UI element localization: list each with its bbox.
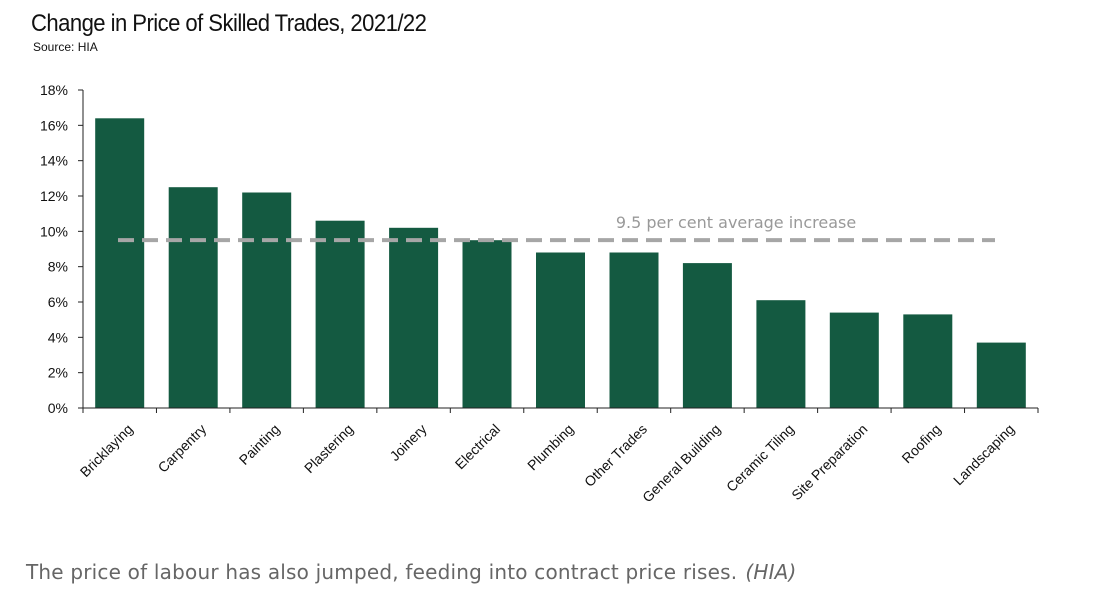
- chart-subtitle: Source: HIA: [33, 40, 98, 54]
- figure-caption: The price of labour has also jumped, fee…: [26, 560, 797, 584]
- reference-line-label: 9.5 per cent average increase: [616, 213, 856, 232]
- x-tick-label: Electrical: [452, 421, 503, 472]
- bar-chart: 0% 2% 4% 6% 8% 10% 12% 14% 16% 18% Bricklaying Carp…: [40, 82, 1039, 506]
- y-tick-label: 6%: [48, 294, 68, 310]
- x-tick-label: Site Preparation: [788, 421, 870, 503]
- x-tick-label: Plastering: [301, 421, 356, 476]
- bar-electrical: [462, 240, 512, 408]
- chart-title: Change in Price of Skilled Trades, 2021/…: [31, 10, 427, 37]
- bar-landscaping: [976, 342, 1026, 408]
- y-tick-label: 18%: [40, 82, 68, 98]
- x-tick-label: Painting: [236, 421, 283, 468]
- bar-general-building: [682, 263, 732, 408]
- bar-bricklaying: [95, 118, 145, 409]
- caption-source: (HIA): [745, 560, 797, 584]
- bar-ceramic-tiling: [756, 300, 806, 408]
- y-tick-label: 10%: [40, 223, 68, 239]
- bar-painting: [242, 192, 292, 408]
- y-tick-label: 0%: [48, 400, 68, 416]
- y-tick-label: 4%: [48, 329, 68, 345]
- y-tick-label: 14%: [40, 153, 68, 169]
- x-tick-label: Ceramic Tiling: [723, 421, 797, 495]
- x-tick-label: General Building: [639, 421, 724, 506]
- bar-plumbing: [536, 252, 585, 408]
- x-tick-label: Joinery: [386, 421, 429, 464]
- x-tick-label: Plumbing: [524, 421, 577, 474]
- y-tick-label: 8%: [48, 259, 68, 275]
- y-tick-label: 16%: [40, 117, 68, 133]
- y-tick-label: 12%: [40, 188, 68, 204]
- y-tick-label: 2%: [48, 365, 68, 381]
- bar-carpentry: [168, 187, 218, 408]
- x-tick-label: Other Trades: [581, 421, 650, 490]
- bar-joinery: [389, 227, 439, 408]
- x-tick-label: Roofing: [898, 421, 943, 466]
- bar-plastering: [315, 220, 365, 408]
- caption-text: The price of labour has also jumped, fee…: [26, 560, 738, 584]
- bar-other-trades: [609, 252, 659, 408]
- bar-site-preparation: [829, 312, 879, 408]
- x-tick-label: Carpentry: [155, 421, 210, 476]
- x-tick-label: Bricklaying: [77, 421, 136, 480]
- x-tick-label: Landscaping: [950, 421, 1017, 488]
- bar-roofing: [903, 314, 953, 408]
